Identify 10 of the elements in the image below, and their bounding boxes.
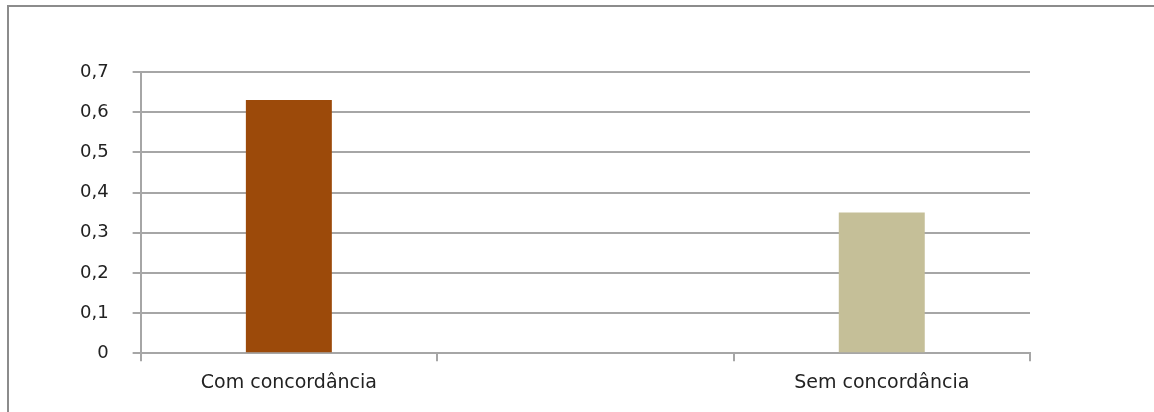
y-tick-label: 0 [97, 340, 109, 362]
y-tick-label: 0,6 [79, 99, 109, 121]
x-tick-label: Com concordância [200, 369, 377, 392]
y-tick-label: 0,2 [79, 260, 109, 282]
y-tick-label: 0,5 [79, 140, 109, 162]
x-tick-label: Sem concordância [794, 369, 970, 392]
y-tick-label: 0,3 [79, 220, 109, 242]
y-tick-label: 0,1 [79, 300, 109, 322]
y-tick-label: 0,4 [79, 180, 109, 202]
y-tick-label: 0,7 [79, 59, 109, 81]
